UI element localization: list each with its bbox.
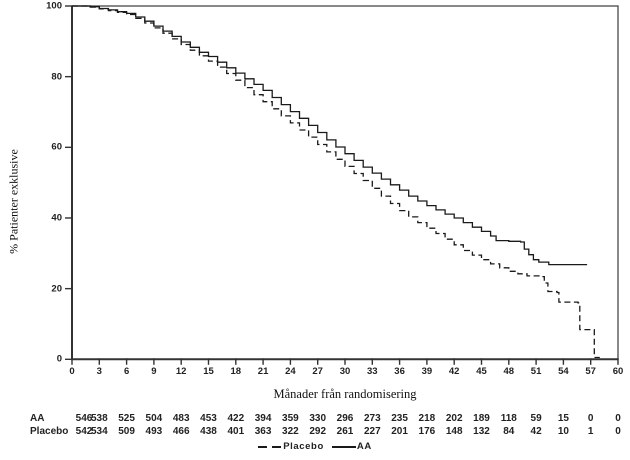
legend-item-placebo: Placebo bbox=[258, 441, 324, 452]
risk-count: 59 bbox=[530, 413, 542, 424]
km-curve-aa bbox=[72, 5, 588, 266]
x-tick-label: 33 bbox=[367, 366, 378, 377]
y-tick-label: 20 bbox=[51, 283, 62, 295]
risk-count: 296 bbox=[336, 413, 354, 424]
x-axis-label: Månader från randomisering bbox=[273, 387, 417, 401]
risk-count: 401 bbox=[227, 426, 245, 437]
risk-count: 542 bbox=[75, 426, 93, 437]
risk-count: 176 bbox=[418, 426, 436, 437]
y-tick-label: 0 bbox=[56, 353, 62, 365]
risk-count: 10 bbox=[557, 426, 569, 437]
risk-count: 359 bbox=[282, 413, 299, 424]
risk-count: 201 bbox=[391, 426, 408, 437]
y-tick-label: 40 bbox=[51, 212, 62, 224]
x-tick-label: 42 bbox=[448, 366, 460, 377]
risk-count: 202 bbox=[445, 413, 463, 424]
legend-label-placebo: Placebo bbox=[283, 441, 324, 452]
risk-table-row-placebo: Placebo 542 534 509 493 466 438 401 363 322 292 26… bbox=[0, 426, 630, 438]
risk-count: 292 bbox=[309, 426, 327, 437]
legend-label-aa: AA bbox=[356, 441, 372, 452]
dashed-line-sample-icon bbox=[258, 445, 283, 448]
x-tick-label: 30 bbox=[339, 366, 351, 377]
x-tick-label: 24 bbox=[285, 366, 296, 377]
risk-count: 148 bbox=[445, 426, 463, 437]
risk-count: 546 bbox=[75, 413, 93, 424]
risk-count: 525 bbox=[118, 413, 135, 424]
plot-frame bbox=[71, 5, 619, 360]
risk-count: 504 bbox=[145, 413, 163, 424]
risk-count: 534 bbox=[90, 426, 108, 437]
risk-count: 15 bbox=[557, 413, 569, 424]
risk-count: 189 bbox=[473, 413, 490, 424]
x-tick-label: 48 bbox=[503, 366, 515, 377]
risk-count: 330 bbox=[309, 413, 327, 424]
risk-count: 218 bbox=[418, 413, 436, 424]
x-tick-label: 18 bbox=[230, 366, 242, 377]
y-tick-label: 60 bbox=[51, 141, 62, 153]
risk-count: 273 bbox=[363, 413, 381, 424]
risk-row-label-aa: AA bbox=[30, 413, 45, 424]
risk-count: 466 bbox=[172, 426, 190, 437]
risk-count: 42 bbox=[530, 426, 542, 437]
risk-count: 538 bbox=[90, 413, 108, 424]
risk-count: 132 bbox=[473, 426, 490, 437]
risk-count: 363 bbox=[254, 426, 272, 437]
risk-count: 0 bbox=[615, 426, 621, 437]
risk-count: 322 bbox=[282, 426, 299, 437]
risk-count: 235 bbox=[391, 413, 408, 424]
risk-count: 483 bbox=[172, 413, 190, 424]
x-tick-label: 0 bbox=[69, 366, 75, 377]
risk-count: 453 bbox=[200, 413, 217, 424]
y-axis-label: % Patienter exklusive bbox=[6, 149, 21, 254]
x-tick-label: 6 bbox=[123, 366, 130, 377]
y-tick-label: 80 bbox=[51, 71, 62, 83]
x-tick-label: 27 bbox=[312, 366, 323, 377]
risk-count: 118 bbox=[500, 413, 517, 424]
x-tick-label: 12 bbox=[175, 366, 187, 377]
x-tick-label: 45 bbox=[476, 366, 487, 377]
x-tick-label: 9 bbox=[151, 366, 157, 377]
risk-count: 394 bbox=[254, 413, 272, 424]
risk-count: 493 bbox=[145, 426, 163, 437]
x-tick-label: 15 bbox=[203, 366, 214, 377]
x-tick-label: 21 bbox=[257, 366, 269, 377]
risk-table-row-aa: AA 546 538 525 504 483 453 422 394 359 330 296 273 2… bbox=[0, 413, 630, 425]
x-tick-label: 57 bbox=[585, 366, 596, 377]
x-tick-label: 51 bbox=[530, 366, 542, 377]
x-tick-label: 60 bbox=[612, 366, 624, 377]
x-tick-label: 3 bbox=[96, 366, 102, 377]
risk-count: 0 bbox=[615, 413, 621, 424]
risk-count: 261 bbox=[336, 426, 354, 437]
risk-count: 422 bbox=[227, 413, 245, 424]
solid-line-sample-icon bbox=[331, 445, 356, 448]
legend-item-aa: AA bbox=[331, 441, 372, 452]
risk-row-label-placebo: Placebo bbox=[30, 426, 69, 437]
km-curve-placebo bbox=[72, 5, 600, 359]
legend: Placebo AA bbox=[0, 441, 630, 452]
y-tick-label: 100 bbox=[46, 0, 62, 12]
risk-count: 509 bbox=[118, 426, 135, 437]
risk-count: 438 bbox=[200, 426, 217, 437]
risk-count: 84 bbox=[503, 426, 515, 437]
x-tick-label: 54 bbox=[558, 366, 569, 377]
risk-count: 0 bbox=[587, 413, 594, 424]
risk-count: 1 bbox=[587, 426, 594, 437]
risk-count: 227 bbox=[363, 426, 381, 437]
x-tick-label: 36 bbox=[394, 366, 405, 377]
x-tick-label: 39 bbox=[421, 366, 433, 377]
